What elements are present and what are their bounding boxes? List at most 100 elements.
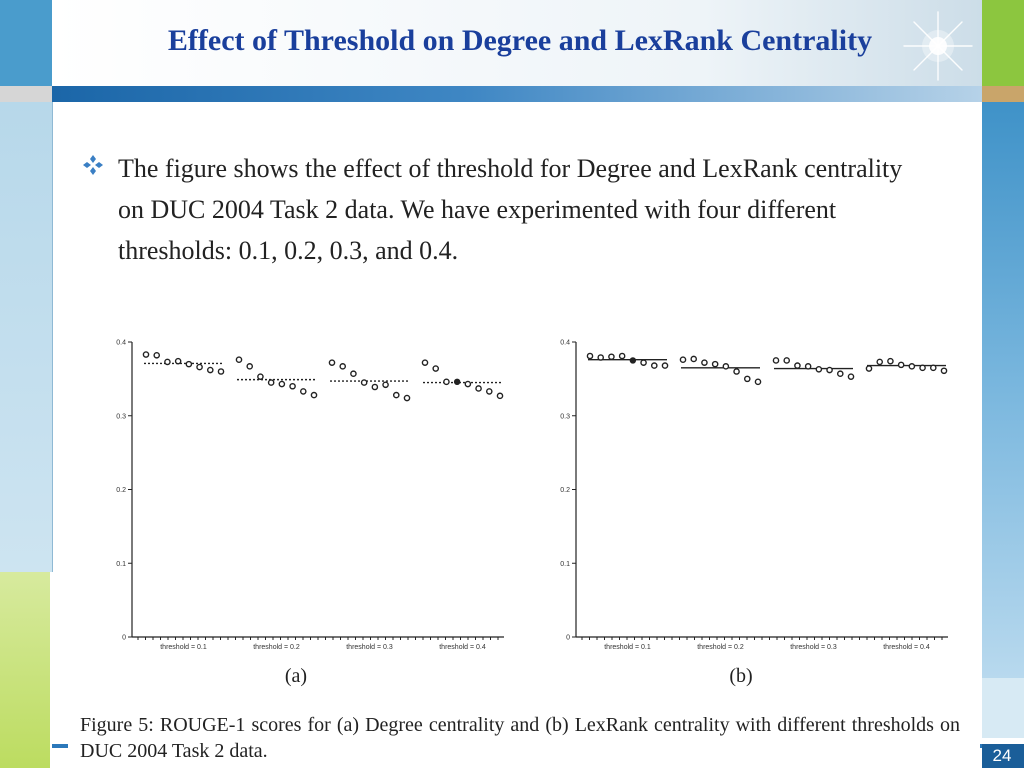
data-point [690, 355, 698, 363]
page-number-tab [982, 744, 1024, 768]
slide-title: Effect of Threshold on Degree and LexRan… [167, 24, 873, 57]
data-point [299, 388, 307, 395]
data-point [815, 365, 823, 373]
data-point [876, 358, 884, 366]
data-point [743, 375, 751, 383]
title-area [52, 0, 982, 86]
data-point [164, 358, 171, 366]
x-tick-label: threshold = 0.3 [346, 644, 393, 651]
data-point [174, 357, 182, 365]
data-point [432, 365, 440, 372]
data-point [475, 385, 482, 392]
left-green-block [0, 572, 50, 768]
figure-caption: Figure 5: ROUGE-1 scores for (a) Degree … [80, 714, 960, 762]
data-point [421, 359, 429, 366]
data-point [350, 370, 357, 378]
data-point [443, 378, 450, 386]
data-point [836, 370, 844, 378]
data-point [783, 357, 791, 364]
rouge-threshold-charts: 0 0.1 0.2 0.3 0.4 threshold = 0.1 threshold = … [116, 340, 948, 687]
y-tick-label: 0 [566, 635, 570, 642]
y-tick-label: 0.3 [116, 413, 126, 420]
data-point [919, 364, 926, 372]
data-point [597, 354, 605, 361]
top-right-block [982, 0, 1024, 86]
right-bottom-block [982, 678, 1024, 738]
page-number: 24 [992, 746, 1012, 765]
data-point [661, 362, 669, 369]
bullet-text: The figure shows the effect of threshold… [118, 154, 903, 265]
y-tick-label: 0.2 [116, 487, 126, 494]
data-point [485, 388, 493, 395]
x-tick-label: threshold = 0.2 [253, 644, 300, 651]
left-side-strip [0, 102, 53, 572]
data-point [929, 364, 937, 372]
data-point [650, 362, 658, 369]
data-point [235, 356, 243, 364]
data-point [339, 363, 347, 370]
data-point [496, 392, 504, 400]
data-point [246, 363, 254, 370]
y-tick-label: 0.4 [116, 340, 126, 347]
data-point [206, 366, 214, 374]
data-point [453, 378, 461, 386]
y-tick-label: 0.1 [560, 561, 570, 568]
sparkle-star-icon [903, 11, 973, 81]
data-point [586, 352, 594, 360]
data-point [360, 379, 368, 386]
data-point [847, 373, 855, 380]
data-point [640, 359, 647, 366]
y-tick-label: 0 [122, 635, 126, 642]
y-tick-label: 0.3 [560, 413, 570, 420]
data-point [701, 359, 708, 366]
figure-area: 0 0.1 0.2 0.3 0.4 threshold = 0.1 threshold = … [68, 312, 980, 762]
y-tick-label: 0.4 [560, 340, 570, 347]
x-tick-label: threshold = 0.4 [883, 644, 930, 651]
data-point [733, 368, 740, 375]
title-rule-band [52, 86, 982, 102]
data-point [618, 352, 626, 360]
data-point [629, 357, 637, 364]
data-point [711, 360, 719, 368]
x-tick-label: threshold = 0.2 [697, 644, 744, 651]
panel-label: (b) [729, 665, 752, 687]
data-point [722, 363, 730, 370]
data-point [392, 391, 400, 399]
y-tick-label: 0.1 [116, 561, 126, 568]
panel-label: (a) [285, 665, 307, 687]
data-point [257, 373, 264, 380]
top-left-block [0, 0, 52, 86]
data-point [940, 367, 948, 375]
data-point [887, 357, 894, 365]
data-point [897, 361, 905, 369]
data-point [142, 351, 150, 358]
data-point [804, 363, 812, 370]
x-tick-label: threshold = 0.3 [790, 644, 837, 651]
data-point [608, 353, 615, 361]
data-point [289, 382, 296, 390]
data-point [267, 379, 275, 386]
diamond-bullet-icon [83, 155, 103, 175]
data-point [679, 356, 687, 364]
x-tick-label: threshold = 0.1 [604, 644, 651, 651]
data-point [217, 368, 225, 375]
data-point [153, 351, 161, 359]
data-point [754, 378, 762, 386]
data-point [464, 380, 472, 388]
data-point [328, 359, 336, 366]
data-point [908, 363, 916, 370]
data-point [826, 366, 833, 374]
data-point [196, 363, 203, 371]
rule-right-block [982, 86, 1024, 102]
data-point [382, 381, 389, 389]
rule-left-block [0, 86, 52, 102]
data-point [403, 394, 411, 402]
x-tick-label: threshold = 0.1 [160, 644, 207, 651]
data-point [371, 383, 379, 391]
y-tick-label: 0.2 [560, 487, 570, 494]
right-side-strip [982, 102, 1024, 678]
data-point [865, 365, 873, 372]
data-point [794, 362, 801, 369]
x-tick-label: threshold = 0.4 [439, 644, 486, 651]
data-point [310, 391, 318, 399]
